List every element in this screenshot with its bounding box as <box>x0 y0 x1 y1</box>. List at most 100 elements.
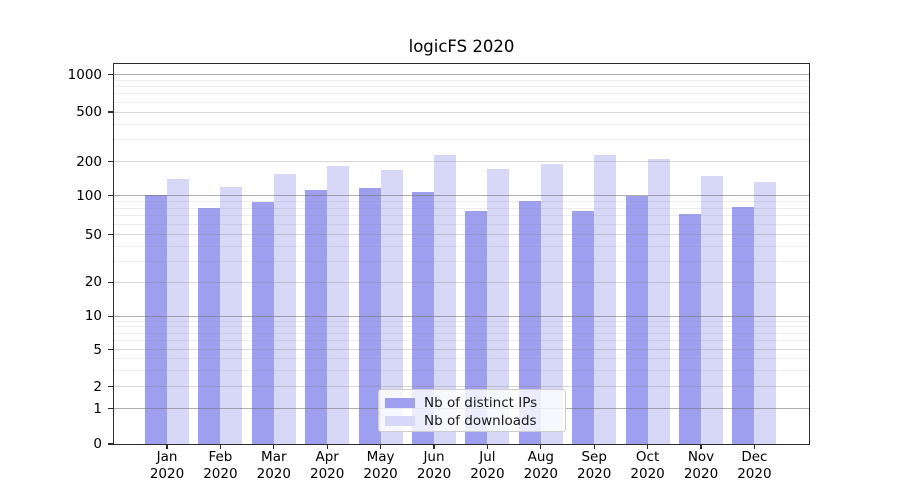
bar-distinct-ips-oct-2020 <box>625 196 648 444</box>
y-tick-mark <box>108 73 113 76</box>
gridline-10 <box>114 315 809 317</box>
bar-downloads-aug-2020 <box>540 163 563 444</box>
gridline-3 <box>114 369 809 371</box>
bar-downloads-dec-2020 <box>754 181 777 444</box>
y-tick-mark <box>108 281 113 283</box>
gridline-50 <box>114 234 809 235</box>
gridline-20 <box>114 281 809 283</box>
x-tick-label-jul-2020: Jul 2020 <box>470 449 505 482</box>
x-tick-mark <box>486 445 488 449</box>
bar-downloads-oct-2020 <box>647 158 670 444</box>
x-tick-mark <box>540 445 542 449</box>
x-tick-mark <box>326 445 328 449</box>
x-tick-mark <box>647 445 649 449</box>
y-tick-label-1: 1 <box>93 400 102 417</box>
bar-distinct-ips-dec-2020 <box>732 206 755 444</box>
x-tick-label-nov-2020: Nov 2020 <box>683 449 719 482</box>
x-tick-mark <box>593 445 595 449</box>
x-tick-label-jan-2020: Jan 2020 <box>149 449 185 482</box>
bar-distinct-ips-jun-2020 <box>412 191 434 444</box>
y-tick-label-5: 5 <box>93 341 102 358</box>
x-tick-label-aug-2020: Aug 2020 <box>523 449 558 482</box>
gridline-8 <box>114 326 809 328</box>
bar-distinct-ips-sep-2020 <box>572 210 595 444</box>
y-tick-label-200: 200 <box>76 153 102 170</box>
gridline-400 <box>114 123 809 125</box>
legend-swatch-downloads <box>385 415 415 427</box>
x-tick-mark <box>219 445 221 449</box>
bar-distinct-ips-aug-2020 <box>518 200 541 444</box>
x-tick-mark <box>433 445 435 449</box>
y-tick-mark <box>108 407 113 410</box>
bar-downloads-jan-2020 <box>167 178 189 444</box>
bar-downloads-apr-2020 <box>327 165 350 444</box>
gridline-2 <box>114 386 809 387</box>
gridline-70 <box>114 215 809 217</box>
legend-item-distinct-ips: Nb of distinct IPs <box>385 394 558 412</box>
gridline-1000 <box>114 74 809 75</box>
gridline-600 <box>114 101 809 103</box>
bar-downloads-jun-2020 <box>434 155 456 444</box>
gridline-700 <box>114 93 809 95</box>
y-tick-mark <box>108 348 113 351</box>
x-tick-label-mar-2020: Mar 2020 <box>256 449 291 482</box>
y-tick-label-0: 0 <box>93 436 102 452</box>
x-tick-label-apr-2020: Apr 2020 <box>310 449 345 482</box>
x-tick-label-jun-2020: Jun 2020 <box>416 449 452 482</box>
gridline-200 <box>114 161 809 162</box>
gridline-80 <box>114 207 809 209</box>
bar-downloads-mar-2020 <box>273 174 296 444</box>
gridline-100 <box>114 195 809 196</box>
x-tick-mark <box>273 445 275 449</box>
gridline-500 <box>114 111 809 113</box>
bar-downloads-sep-2020 <box>594 155 617 444</box>
gridline-900 <box>114 79 809 81</box>
bar-distinct-ips-jul-2020 <box>465 210 488 444</box>
bar-distinct-ips-apr-2020 <box>305 189 328 444</box>
x-tick-label-may-2020: May 2020 <box>363 449 398 482</box>
x-tick-mark <box>380 445 382 449</box>
chart-title: logicFS 2020 <box>408 37 515 56</box>
x-tick-label-sep-2020: Sep 2020 <box>577 449 612 482</box>
y-tick-label-10: 10 <box>84 308 102 325</box>
bar-downloads-jul-2020 <box>487 168 510 444</box>
bar-distinct-ips-nov-2020 <box>679 214 701 444</box>
x-tick-label-oct-2020: Oct 2020 <box>630 449 665 482</box>
x-tick-mark <box>753 445 755 449</box>
y-tick-label-50: 50 <box>84 226 102 243</box>
gridline-300 <box>114 139 809 141</box>
gridline-9 <box>114 320 809 322</box>
bar-downloads-nov-2020 <box>701 176 723 444</box>
y-tick-mark <box>108 443 113 445</box>
plot-area <box>113 63 810 445</box>
gridline-90 <box>114 200 809 202</box>
y-tick-label-1000: 1000 <box>67 66 102 83</box>
x-tick-mark <box>700 445 702 449</box>
gridline-5 <box>114 349 809 350</box>
legend: Nb of distinct IPs Nb of downloads <box>378 389 566 432</box>
gridline-7 <box>114 332 809 334</box>
gridline-4 <box>114 358 809 360</box>
x-tick-label-dec-2020: Dec 2020 <box>737 449 772 482</box>
y-tick-mark <box>108 111 113 113</box>
bar-downloads-may-2020 <box>380 169 403 444</box>
y-tick-mark <box>108 385 113 388</box>
x-tick-label-feb-2020: Feb 2020 <box>203 449 238 482</box>
gridline-40 <box>114 245 809 247</box>
y-tick-label-20: 20 <box>84 274 102 291</box>
y-tick-label-100: 100 <box>76 187 102 204</box>
y-tick-mark <box>108 194 113 197</box>
gridline-60 <box>114 223 809 225</box>
gridline-30 <box>114 260 809 262</box>
legend-swatch-distinct-ips <box>385 397 415 409</box>
x-tick-mark <box>166 445 168 449</box>
bar-distinct-ips-feb-2020 <box>198 208 221 444</box>
gridline-6 <box>114 340 809 342</box>
y-tick-mark <box>108 160 113 163</box>
y-tick-label-500: 500 <box>76 104 102 120</box>
legend-item-downloads: Nb of downloads <box>385 412 558 430</box>
gridline-800 <box>114 86 809 88</box>
y-tick-mark <box>108 233 113 236</box>
legend-label-distinct-ips: Nb of distinct IPs <box>424 395 538 411</box>
